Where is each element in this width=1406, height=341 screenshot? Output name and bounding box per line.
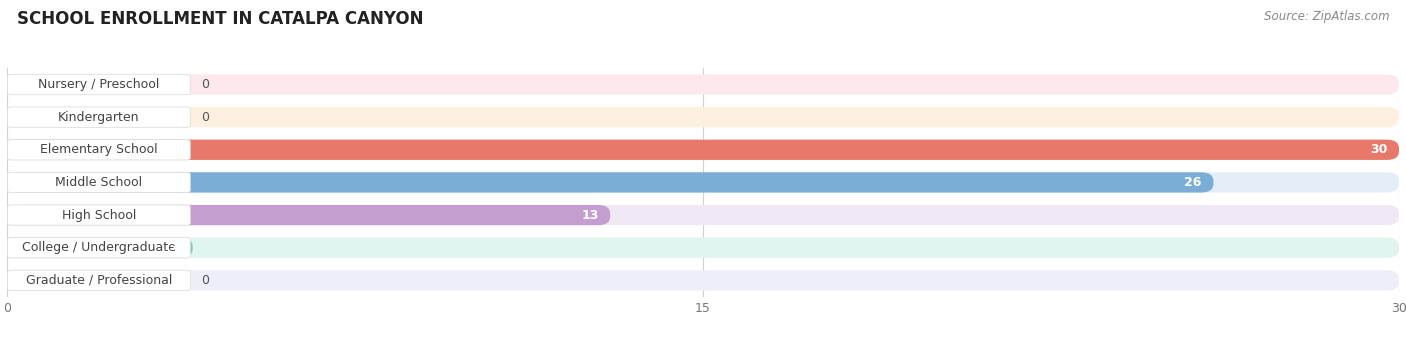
FancyBboxPatch shape <box>7 205 610 225</box>
FancyBboxPatch shape <box>7 238 193 258</box>
FancyBboxPatch shape <box>7 172 1399 193</box>
Text: Graduate / Professional: Graduate / Professional <box>25 274 172 287</box>
FancyBboxPatch shape <box>7 107 1399 127</box>
Text: 0: 0 <box>201 274 209 287</box>
Text: Middle School: Middle School <box>55 176 142 189</box>
Text: 26: 26 <box>1184 176 1202 189</box>
FancyBboxPatch shape <box>7 238 1399 258</box>
FancyBboxPatch shape <box>7 107 190 127</box>
FancyBboxPatch shape <box>7 74 1399 95</box>
FancyBboxPatch shape <box>7 270 1399 291</box>
Text: 30: 30 <box>1369 143 1388 156</box>
Text: 4: 4 <box>173 241 181 254</box>
Text: SCHOOL ENROLLMENT IN CATALPA CANYON: SCHOOL ENROLLMENT IN CATALPA CANYON <box>17 10 423 28</box>
Text: 13: 13 <box>581 209 599 222</box>
FancyBboxPatch shape <box>7 140 1399 160</box>
FancyBboxPatch shape <box>7 205 1399 225</box>
FancyBboxPatch shape <box>7 140 1399 160</box>
Text: College / Undergraduate: College / Undergraduate <box>22 241 176 254</box>
FancyBboxPatch shape <box>7 270 190 291</box>
Text: High School: High School <box>62 209 136 222</box>
Text: Source: ZipAtlas.com: Source: ZipAtlas.com <box>1264 10 1389 23</box>
Text: Elementary School: Elementary School <box>41 143 157 156</box>
FancyBboxPatch shape <box>7 205 190 225</box>
Text: Kindergarten: Kindergarten <box>58 111 139 124</box>
FancyBboxPatch shape <box>7 74 190 95</box>
FancyBboxPatch shape <box>7 172 1213 193</box>
Text: 0: 0 <box>201 111 209 124</box>
FancyBboxPatch shape <box>7 172 190 193</box>
Text: 0: 0 <box>201 78 209 91</box>
Text: Nursery / Preschool: Nursery / Preschool <box>38 78 160 91</box>
FancyBboxPatch shape <box>7 238 190 258</box>
FancyBboxPatch shape <box>7 139 190 160</box>
